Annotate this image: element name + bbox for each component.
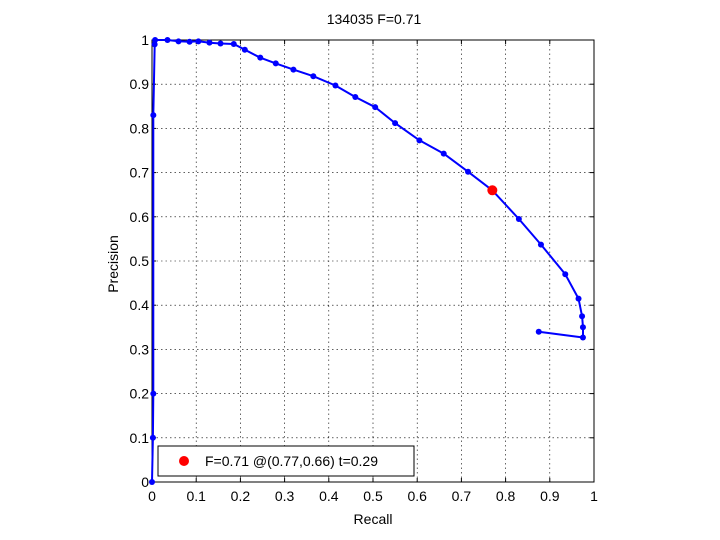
data-point [151,41,158,48]
data-point [579,324,586,331]
data-point [562,271,569,278]
data-point [579,334,586,341]
data-point [515,216,522,223]
data-point [352,94,359,101]
legend-frame [157,445,415,477]
chart-title: 134035 F=0.71 [327,11,422,27]
x-tick-label: 0.2 [231,488,251,504]
y-tick-label: 0.9 [130,76,150,92]
data-point [150,390,157,397]
x-tick-label: 0.3 [275,488,295,504]
grid-lines [152,40,594,482]
y-tick-label: 0.7 [130,165,150,181]
legend-label: F=0.71 @(0.77,0.66) t=0.29 [205,453,378,469]
data-point [332,82,339,89]
x-tick-label: 0.1 [186,488,206,504]
x-tick-label: 0.9 [540,488,560,504]
data-point [392,120,399,127]
series-layer [149,37,586,485]
data-point [217,40,224,47]
data-point [290,66,297,73]
data-point [575,295,582,302]
best-f-point [487,185,498,196]
y-tick-label: 0.6 [130,209,150,225]
highlight-layer [487,185,498,196]
data-point [257,54,264,61]
y-tick-label: 0 [141,474,149,490]
legend-box: F=0.71 @(0.77,0.66) t=0.29 [157,445,415,477]
data-point [149,479,155,485]
x-axis-label: Recall [354,511,393,527]
data-point [372,104,379,111]
y-tick-label: 0.1 [130,430,150,446]
data-point [186,38,193,45]
series-line [151,39,584,483]
data-point [149,434,156,441]
x-tick-label: 0.7 [452,488,472,504]
x-tick-label: 1 [590,488,598,504]
x-tick-label: 0.6 [407,488,427,504]
data-point [465,168,472,175]
data-point [206,39,213,46]
y-tick-label: 0.3 [130,341,150,357]
data-point [440,150,447,157]
data-point [150,112,157,119]
data-point [310,73,317,80]
data-point [416,137,423,144]
data-point [535,328,542,335]
data-point [175,38,182,45]
data-point [195,38,202,45]
y-tick-label: 0.4 [130,297,150,313]
x-tick-label: 0.5 [363,488,383,504]
legend-marker [179,456,189,466]
y-axis-label: Precision [105,235,121,293]
y-tick-label: 0.8 [130,120,150,136]
x-tick-label: 0.4 [319,488,339,504]
y-tick-label: 0.2 [130,386,150,402]
x-tick-label: 0.8 [496,488,516,504]
data-point [241,46,248,53]
data-point [579,313,586,320]
data-point [230,40,237,47]
data-point [537,241,544,248]
y-tick-label: 1 [141,32,149,48]
y-tick-label: 0.5 [130,253,150,269]
axis-ticks: 0 0.1 0.2 0.3 0.4 0.5 0.6 0.7 0.8 0.9 1 0 0.1 0.2 0.3 0… [130,32,599,504]
data-point [164,37,171,43]
data-point [152,37,159,43]
x-tick-label: 0 [148,488,156,504]
data-point [272,60,279,67]
